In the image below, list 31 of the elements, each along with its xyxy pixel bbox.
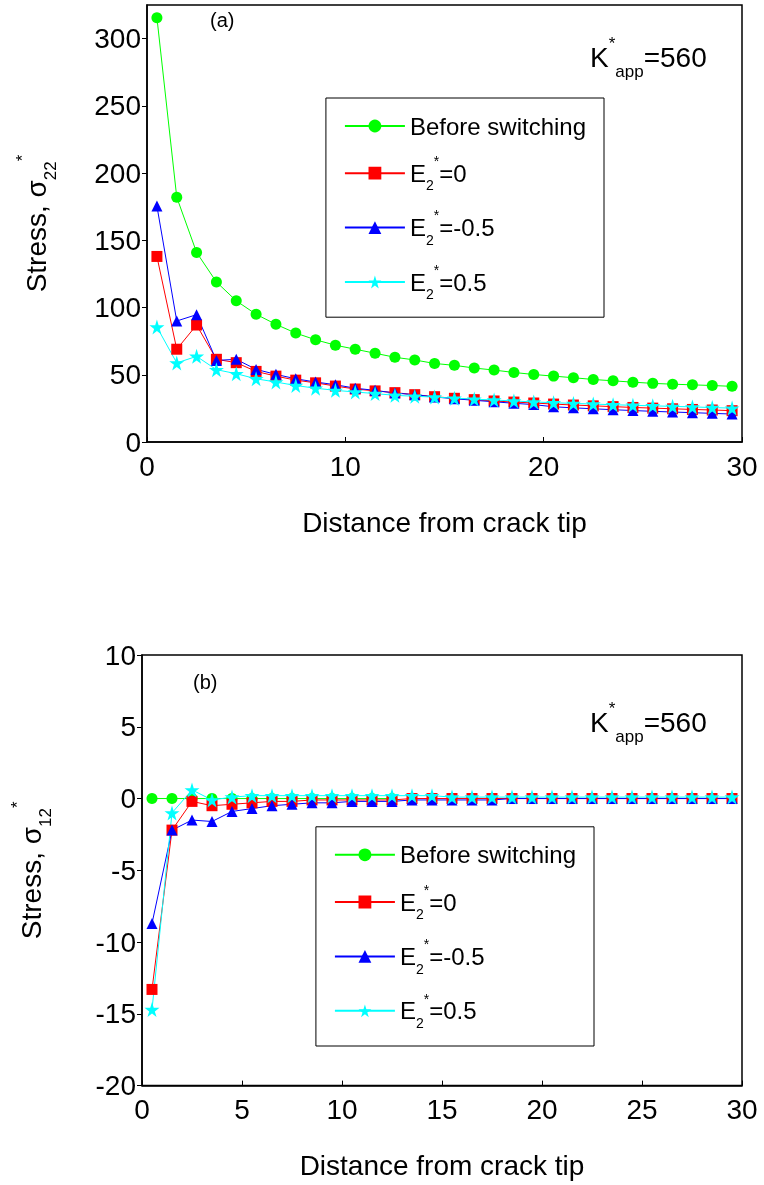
x-axis-title: Distance from crack tip [299,1150,585,1182]
y-tick-label: -20 [95,1070,136,1102]
y-tick-label: 300 [94,23,141,55]
x-tick-label: 10 [329,450,361,482]
y-axis-title: Stress, σ12* [8,801,55,940]
x-axis-title: Distance from crack tip [302,506,587,538]
legend-label: Before switching [399,841,577,869]
y-tick-label: 10 [104,639,136,671]
y-tick-label: -5 [111,854,136,886]
y-axis-title: Stress, σ22* [13,154,60,293]
x-tick-label: 20 [528,450,560,482]
x-tick-label: 25 [626,1094,658,1126]
y-tick-label: 5 [120,711,136,743]
x-tick-label: 30 [726,1094,758,1126]
y-tick-label: 150 [94,224,141,256]
x-tick-label: 15 [426,1094,458,1126]
x-tick-label: 30 [726,450,758,482]
x-tick-label: 20 [526,1094,558,1126]
annotation: (a) [210,9,235,31]
legend-label: Before switching [409,112,587,140]
annotation: (b) [193,671,218,693]
y-tick-label: 0 [125,426,141,458]
y-tick-label: -15 [95,998,136,1030]
y-tick-label: -10 [95,926,136,958]
x-tick-label: 10 [326,1094,358,1126]
y-tick-label: 250 [94,90,141,122]
y-tick-label: 0 [120,783,136,815]
x-tick-label: 5 [234,1094,250,1126]
y-tick-label: 200 [94,157,141,189]
y-tick-label: 100 [94,292,141,324]
y-tick-label: 50 [109,359,141,391]
